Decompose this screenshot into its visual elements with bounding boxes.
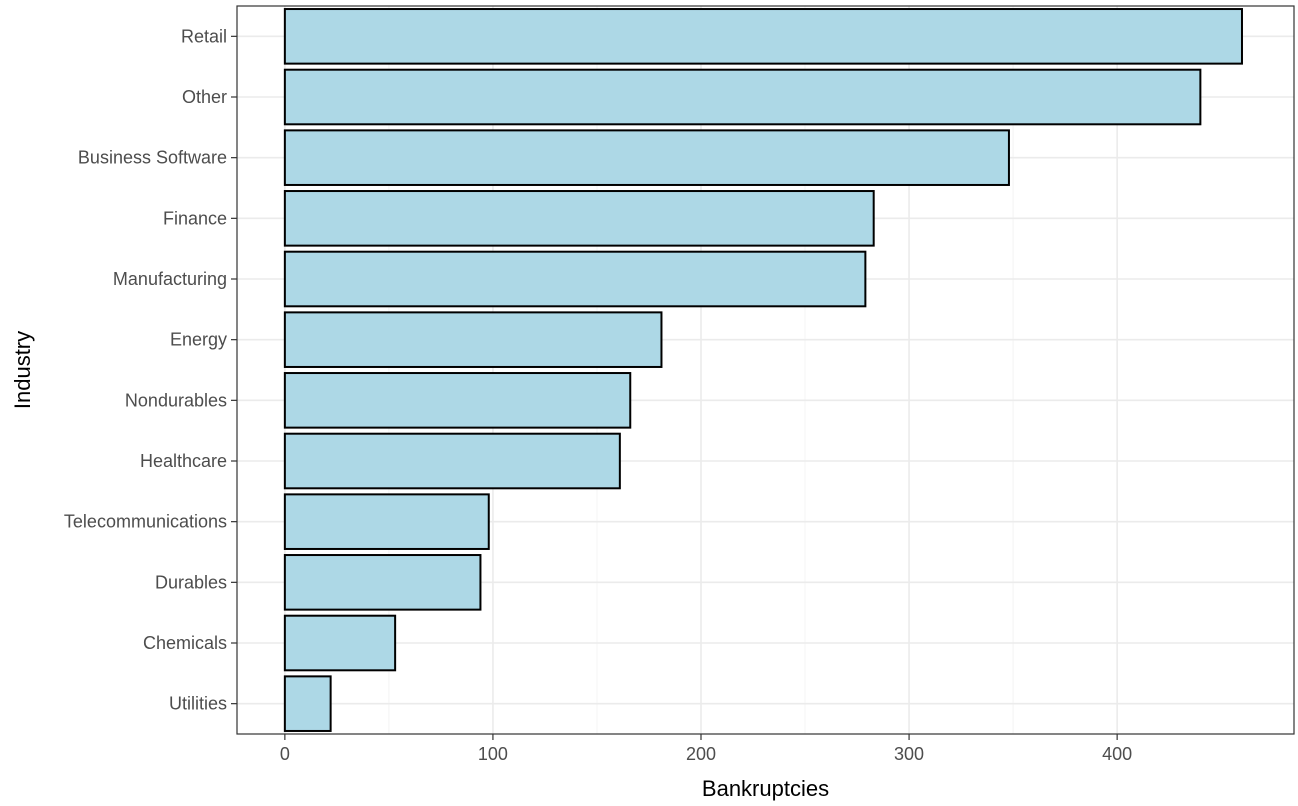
y-tick-label: Finance — [163, 208, 227, 228]
panel-border — [236, 5, 1295, 735]
y-tick-label: Nondurables — [125, 390, 227, 410]
y-tick-label: Other — [182, 87, 227, 107]
y-tick-label: Durables — [155, 572, 227, 592]
bar-other — [283, 68, 1202, 126]
bar-healthcare — [283, 432, 621, 490]
bar-telecommunications — [283, 493, 490, 550]
bar-chemicals — [283, 614, 397, 672]
y-axis: Retail Other Business Software Finance Manuf… — [64, 26, 237, 714]
bar-finance — [283, 190, 875, 247]
x-tick-label: 200 — [686, 744, 716, 764]
y-axis-title: Industry — [10, 331, 35, 409]
y-tick-label: Utilities — [169, 694, 227, 714]
y-tick-label: Retail — [181, 26, 227, 46]
y-tick-label: Chemicals — [143, 633, 227, 653]
y-tick-label: Healthcare — [140, 451, 227, 471]
bar-utilities — [283, 675, 332, 732]
y-tick-label: Business Software — [78, 148, 227, 168]
bar-nondurables — [283, 372, 632, 429]
x-tick-label: 300 — [894, 744, 924, 764]
bar-business-software — [283, 129, 1010, 186]
bar-durables — [283, 554, 482, 611]
x-axis: 0 100 200 300 400 — [280, 734, 1132, 764]
bar-manufacturing — [283, 250, 867, 308]
x-tick-label: 400 — [1102, 744, 1132, 764]
minor-gridlines — [388, 6, 1014, 734]
x-axis-title: Bankruptcies — [702, 776, 829, 801]
bars — [283, 8, 1243, 732]
y-tick-label: Manufacturing — [113, 269, 227, 289]
x-tick-label: 100 — [478, 744, 508, 764]
y-tick-label: Telecommunications — [64, 512, 227, 532]
bar-retail — [283, 8, 1243, 65]
x-tick-label: 0 — [280, 744, 290, 764]
y-tick-label: Energy — [170, 330, 227, 350]
bar-energy — [283, 311, 663, 368]
